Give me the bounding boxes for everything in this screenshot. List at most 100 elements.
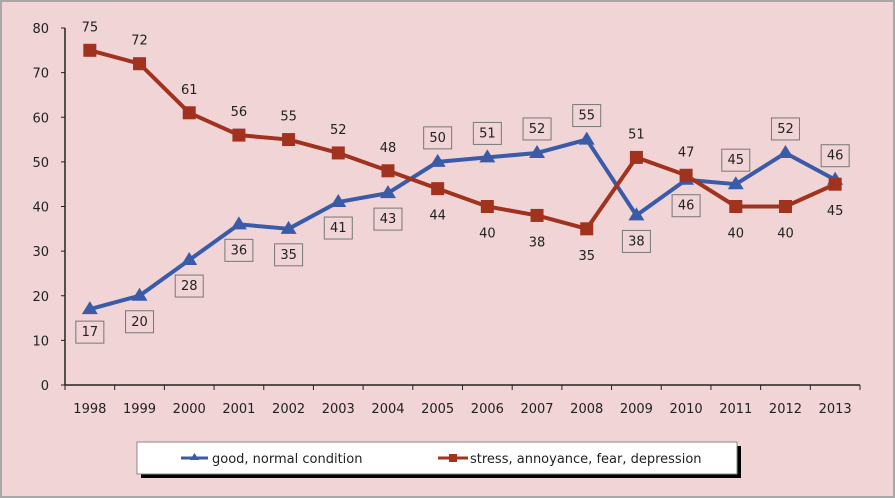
data-label: 55 [280, 110, 297, 125]
data-label-box [472, 121, 502, 145]
triangle-marker [81, 301, 98, 315]
x-tick-label: 2000 [173, 402, 206, 417]
y-tick-label: 80 [32, 22, 49, 37]
data-label: 75 [82, 20, 99, 35]
data-label: 72 [131, 34, 148, 49]
y-tick-label: 40 [32, 201, 49, 216]
triangle-marker-icon [190, 453, 199, 460]
square-marker [83, 43, 97, 57]
data-label: 51 [628, 127, 645, 142]
data-label: 52 [777, 122, 794, 137]
square-marker [381, 164, 395, 178]
triangle-marker [479, 149, 496, 163]
triangle-marker [578, 131, 595, 145]
x-tick-label: 1999 [123, 402, 156, 417]
x-tick-label: 2009 [620, 402, 653, 417]
legend-label-stress: stress, annoyance, fear, depression [470, 452, 702, 467]
data-label: 51 [479, 126, 496, 141]
data-label: 40 [479, 227, 496, 242]
data-label-box [373, 207, 403, 231]
triangle-marker [777, 144, 794, 158]
data-label: 55 [578, 109, 595, 124]
data-label: 35 [280, 248, 297, 263]
x-tick-label: 2002 [272, 402, 305, 417]
data-label: 41 [330, 221, 347, 236]
triangle-marker [628, 207, 645, 221]
data-label: 38 [529, 235, 546, 250]
square-marker [828, 177, 842, 191]
data-label-box [75, 320, 105, 344]
data-label: 43 [380, 212, 397, 227]
legend-item-good: good, normal condition [181, 452, 362, 467]
data-label: 20 [131, 315, 148, 330]
x-tick-label: 2011 [719, 402, 752, 417]
square-marker [282, 133, 296, 147]
x-tick-label: 1998 [73, 402, 106, 417]
data-label: 50 [429, 131, 446, 146]
square-marker [133, 57, 147, 71]
series-line-stress [89, 48, 836, 231]
square-marker [729, 200, 743, 213]
x-tick-label: 2012 [769, 402, 802, 417]
data-label-box [770, 117, 800, 141]
data-label-box [671, 194, 701, 218]
data-label-box [621, 229, 651, 253]
square-marker [778, 200, 792, 213]
square-marker [182, 106, 196, 120]
legend: good, normal condition stress, annoyance… [136, 441, 741, 478]
data-label: 17 [82, 325, 99, 340]
y-tick-label: 70 [32, 67, 49, 82]
square-marker [431, 182, 445, 196]
data-label-box [174, 274, 204, 298]
data-label-box [820, 144, 850, 168]
legend-label-good: good, normal condition [212, 452, 362, 467]
x-tick-label: 2006 [471, 402, 504, 417]
square-marker [580, 222, 594, 236]
data-label-box [274, 243, 304, 267]
square-marker [331, 146, 345, 160]
x-tick-label: 2001 [222, 402, 255, 417]
y-tick-label: 10 [32, 334, 49, 349]
data-label: 61 [181, 83, 198, 98]
data-label-box [323, 216, 353, 240]
square-marker [232, 128, 246, 142]
data-label: 35 [578, 249, 595, 264]
data-label: 44 [429, 209, 446, 224]
triangle-marker [181, 252, 198, 266]
data-label-box [572, 104, 602, 128]
data-label: 47 [678, 145, 695, 160]
triangle-marker [230, 216, 247, 230]
triangle-marker [330, 194, 347, 208]
data-label-box [224, 238, 254, 262]
data-label: 45 [827, 204, 844, 219]
data-label: 45 [728, 153, 745, 168]
y-tick-label: 20 [32, 290, 49, 305]
data-label-box [721, 148, 751, 172]
data-label: 40 [728, 227, 745, 242]
triangle-marker [379, 185, 396, 199]
series-line-good [89, 137, 837, 312]
triangle-marker [429, 153, 446, 167]
legend-item-stress: stress, annoyance, fear, depression [438, 452, 702, 467]
triangle-marker [727, 176, 744, 190]
x-tick-label: 2013 [819, 402, 852, 417]
x-tick-label: 2007 [520, 402, 553, 417]
data-label: 38 [628, 234, 645, 249]
data-label: 56 [231, 105, 248, 120]
triangle-marker [529, 144, 546, 158]
x-tick-label: 2005 [421, 402, 454, 417]
square-marker [480, 200, 494, 213]
square-marker [629, 150, 643, 164]
data-label: 46 [827, 149, 844, 164]
data-label: 46 [678, 199, 695, 214]
axes: 0 10 20 30 40 50 60 70 80 1998 1999 2000 2001 2002 200… [32, 22, 861, 417]
data-label-box [522, 117, 552, 141]
data-labels: 17 20 28 36 35 41 43 50 51 52 55 38 46 45 52 46 75 72 61 56… [75, 20, 850, 344]
data-label: 40 [777, 227, 794, 242]
square-marker [679, 168, 693, 182]
x-tick-label: 2010 [670, 402, 703, 417]
data-label: 52 [529, 122, 546, 137]
square-marker-icon [449, 454, 457, 462]
